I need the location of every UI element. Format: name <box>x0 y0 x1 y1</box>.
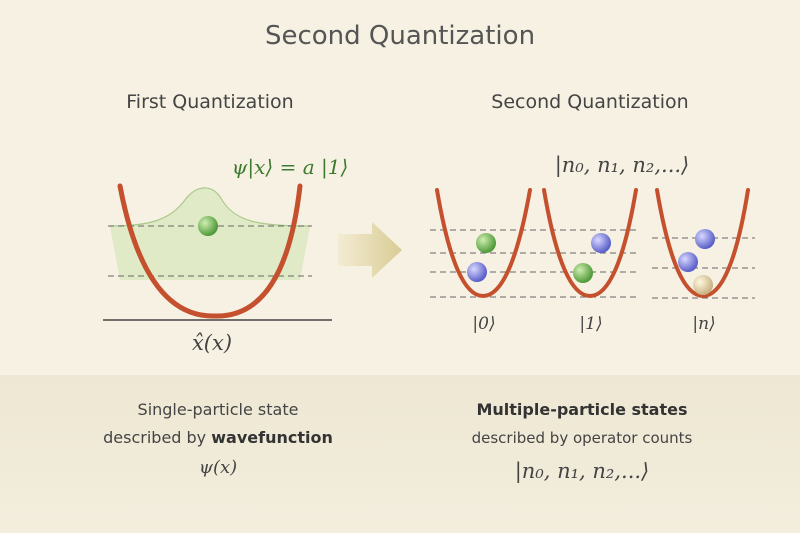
caption-band <box>0 375 800 533</box>
right-formula: |n₀, n₁, n₂,...⟩ <box>555 153 690 178</box>
well-label: |0⟩ <box>472 314 495 334</box>
caption-formula: ψ(x) <box>199 457 237 478</box>
single-well <box>103 183 332 321</box>
multi-wells <box>430 188 755 299</box>
caption-line: described by operator counts <box>472 429 693 447</box>
left-heading: First Quantization <box>126 91 293 113</box>
caption-bold: Multiple-particle states <box>476 400 687 419</box>
caption-line: described by wavefunction <box>103 428 333 447</box>
caption-formula: |n₀, n₁, n₂,...⟩ <box>515 459 650 484</box>
caption-bold: wavefunction <box>211 428 333 447</box>
well-label: |n⟩ <box>692 314 715 334</box>
left-formula: ψ|x⟩ = a |1⟩ <box>232 155 349 180</box>
caption-line: Single-particle state <box>138 400 299 419</box>
caption-text: described by <box>103 428 206 447</box>
title: Second Quantization <box>265 21 535 51</box>
axis-label: x̂(x) <box>192 331 232 355</box>
arrow <box>338 222 402 278</box>
well-label: |1⟩ <box>579 314 602 334</box>
right-heading: Second Quantization <box>491 91 688 113</box>
